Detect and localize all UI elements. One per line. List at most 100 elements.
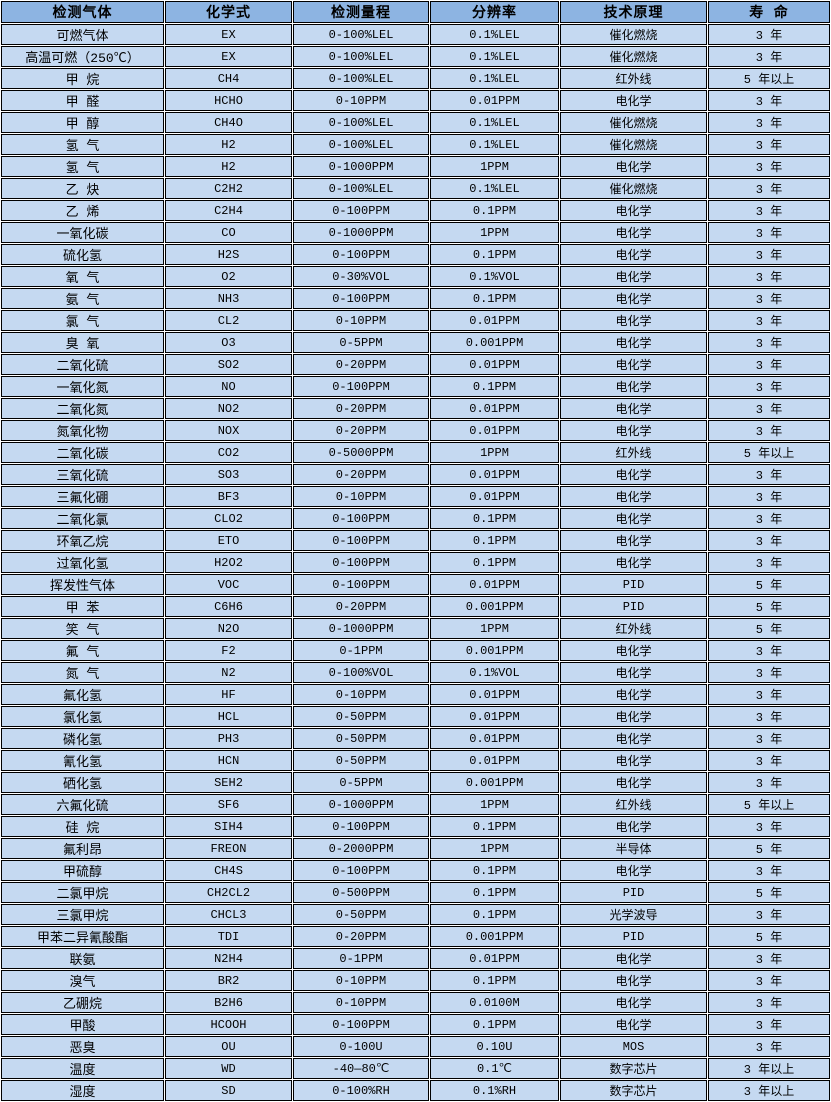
column-header-formula: 化学式 [165,1,292,23]
range-cell: 0-10PPM [293,684,429,705]
range-cell: 0-100%LEL [293,178,429,199]
formula-cell: SD [165,1080,292,1101]
gas-name-cell: 氯化氢 [1,706,164,727]
table-row: 温度 WD -40—80℃ 0.1℃ 数字芯片 3 年以上 [1,1058,830,1079]
gas-name-cell: 二氧化氮 [1,398,164,419]
range-cell: 0-100%LEL [293,112,429,133]
gas-name-cell: 磷化氢 [1,728,164,749]
table-row: 三氟化硼 BF3 0-10PPM 0.01PPM 电化学 3 年 [1,486,830,507]
lifespan-cell: 3 年 [708,178,830,199]
resolution-cell: 1PPM [430,618,559,639]
gas-name-cell: 二氧化碳 [1,442,164,463]
lifespan-cell: 3 年 [708,420,830,441]
gas-name-cell: 氧 气 [1,266,164,287]
principle-cell: 数字芯片 [560,1058,707,1079]
principle-cell: 电化学 [560,156,707,177]
principle-cell: 红外线 [560,442,707,463]
resolution-cell: 0.1PPM [430,376,559,397]
gas-name-cell: 乙 炔 [1,178,164,199]
range-cell: 0-10PPM [293,992,429,1013]
principle-cell: 催化燃烧 [560,24,707,45]
principle-cell: 电化学 [560,200,707,221]
range-cell: 0-20PPM [293,354,429,375]
lifespan-cell: 3 年 [708,398,830,419]
formula-cell: NO [165,376,292,397]
principle-cell: MOS [560,1036,707,1057]
column-header-principle: 技术原理 [560,1,707,23]
table-row: 挥发性气体 VOC 0-100PPM 0.01PPM PID 5 年 [1,574,830,595]
principle-cell: PID [560,926,707,947]
formula-cell: F2 [165,640,292,661]
resolution-cell: 1PPM [430,442,559,463]
lifespan-cell: 3 年 [708,46,830,67]
table-row: 氮氧化物 NOX 0-20PPM 0.01PPM 电化学 3 年 [1,420,830,441]
range-cell: 0-1000PPM [293,156,429,177]
range-cell: 0-1000PPM [293,794,429,815]
range-cell: 0-100%VOL [293,662,429,683]
lifespan-cell: 3 年 [708,904,830,925]
formula-cell: EX [165,24,292,45]
range-cell: 0-1PPM [293,640,429,661]
table-row: 乙 炔 C2H2 0-100%LEL 0.1%LEL 催化燃烧 3 年 [1,178,830,199]
resolution-cell: 0.01PPM [430,464,559,485]
table-row: 六氟化硫 SF6 0-1000PPM 1PPM 红外线 5 年以上 [1,794,830,815]
lifespan-cell: 3 年 [708,288,830,309]
formula-cell: SO3 [165,464,292,485]
gas-name-cell: 二氯甲烷 [1,882,164,903]
resolution-cell: 0.01PPM [430,706,559,727]
principle-cell: 红外线 [560,794,707,815]
gas-name-cell: 硒化氢 [1,772,164,793]
resolution-cell: 0.001PPM [430,332,559,353]
formula-cell: TDI [165,926,292,947]
gas-name-cell: 甲 烷 [1,68,164,89]
resolution-cell: 0.1PPM [430,860,559,881]
table-row: 硫化氢 H2S 0-100PPM 0.1PPM 电化学 3 年 [1,244,830,265]
table-row: 可燃气体 EX 0-100%LEL 0.1%LEL 催化燃烧 3 年 [1,24,830,45]
range-cell: 0-1000PPM [293,222,429,243]
range-cell: 0-100PPM [293,552,429,573]
gas-name-cell: 臭 氧 [1,332,164,353]
lifespan-cell: 3 年 [708,706,830,727]
lifespan-cell: 3 年 [708,508,830,529]
gas-name-cell: 联氨 [1,948,164,969]
range-cell: 0-100PPM [293,1014,429,1035]
principle-cell: 光学波导 [560,904,707,925]
formula-cell: CH4S [165,860,292,881]
gas-name-cell: 三氟化硼 [1,486,164,507]
formula-cell: C2H2 [165,178,292,199]
lifespan-cell: 3 年 [708,354,830,375]
lifespan-cell: 3 年 [708,640,830,661]
table-row: 恶臭 OU 0-100U 0.10U MOS 3 年 [1,1036,830,1057]
formula-cell: WD [165,1058,292,1079]
resolution-cell: 0.1%LEL [430,24,559,45]
lifespan-cell: 5 年以上 [708,68,830,89]
gas-name-cell: 过氧化氢 [1,552,164,573]
resolution-cell: 0.01PPM [430,486,559,507]
lifespan-cell: 3 年 [708,750,830,771]
gas-name-cell: 笑 气 [1,618,164,639]
resolution-cell: 1PPM [430,222,559,243]
principle-cell: 数字芯片 [560,1080,707,1101]
resolution-cell: 0.1PPM [430,1014,559,1035]
resolution-cell: 0.1PPM [430,552,559,573]
gas-name-cell: 恶臭 [1,1036,164,1057]
table-row: 二氧化硫 SO2 0-20PPM 0.01PPM 电化学 3 年 [1,354,830,375]
lifespan-cell: 5 年 [708,618,830,639]
gas-name-cell: 温度 [1,1058,164,1079]
formula-cell: N2 [165,662,292,683]
range-cell: 0-5000PPM [293,442,429,463]
lifespan-cell: 3 年 [708,552,830,573]
formula-cell: CHCL3 [165,904,292,925]
lifespan-cell: 5 年 [708,596,830,617]
resolution-cell: 0.1PPM [430,200,559,221]
lifespan-cell: 3 年 [708,816,830,837]
formula-cell: H2O2 [165,552,292,573]
resolution-cell: 0.1%VOL [430,266,559,287]
formula-cell: FREON [165,838,292,859]
column-header-range: 检测量程 [293,1,429,23]
table-row: 氨 气 NH3 0-100PPM 0.1PPM 电化学 3 年 [1,288,830,309]
formula-cell: SEH2 [165,772,292,793]
gas-name-cell: 可燃气体 [1,24,164,45]
gas-name-cell: 二氧化氯 [1,508,164,529]
principle-cell: 电化学 [560,706,707,727]
